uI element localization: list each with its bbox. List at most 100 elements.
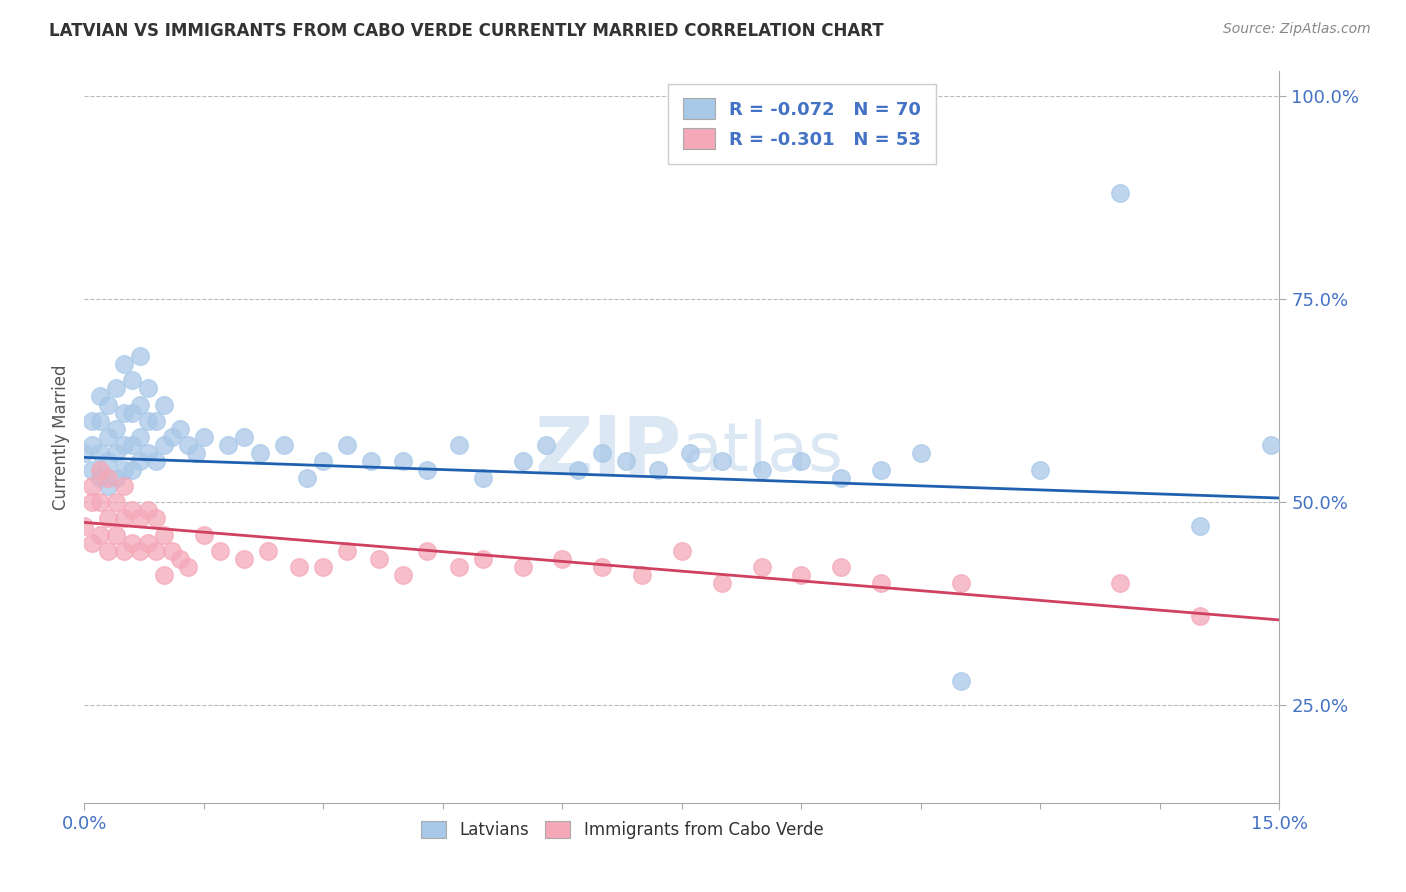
Point xyxy=(89,446,111,460)
Point xyxy=(591,446,613,460)
Point xyxy=(82,414,104,428)
Point xyxy=(89,462,111,476)
Point xyxy=(136,503,159,517)
Point xyxy=(567,462,589,476)
Point xyxy=(536,438,558,452)
Point xyxy=(232,430,254,444)
Point xyxy=(392,454,415,468)
Point xyxy=(73,519,96,533)
Point xyxy=(145,414,167,428)
Point xyxy=(160,544,183,558)
Legend: Latvians, Immigrants from Cabo Verde: Latvians, Immigrants from Cabo Verde xyxy=(415,814,830,846)
Point xyxy=(82,535,104,549)
Point xyxy=(153,398,176,412)
Point xyxy=(136,381,159,395)
Text: LATVIAN VS IMMIGRANTS FROM CABO VERDE CURRENTLY MARRIED CORRELATION CHART: LATVIAN VS IMMIGRANTS FROM CABO VERDE CU… xyxy=(49,22,884,40)
Point xyxy=(830,471,852,485)
Point xyxy=(121,503,143,517)
Point xyxy=(153,568,176,582)
Point xyxy=(97,454,120,468)
Point xyxy=(97,544,120,558)
Point xyxy=(1029,462,1052,476)
Point xyxy=(751,560,773,574)
Point xyxy=(647,462,669,476)
Point xyxy=(217,438,239,452)
Point xyxy=(121,462,143,476)
Point xyxy=(121,535,143,549)
Point xyxy=(169,552,191,566)
Point xyxy=(392,568,415,582)
Point xyxy=(129,430,152,444)
Point xyxy=(591,560,613,574)
Point xyxy=(710,454,733,468)
Point xyxy=(112,479,135,493)
Point xyxy=(447,560,470,574)
Point xyxy=(89,527,111,541)
Point xyxy=(830,560,852,574)
Point xyxy=(631,568,654,582)
Point xyxy=(112,357,135,371)
Point xyxy=(312,454,335,468)
Point xyxy=(121,406,143,420)
Point xyxy=(73,446,96,460)
Point xyxy=(1188,519,1211,533)
Point xyxy=(129,398,152,412)
Point xyxy=(97,471,120,485)
Point xyxy=(336,438,359,452)
Point xyxy=(679,446,702,460)
Point xyxy=(97,479,120,493)
Point xyxy=(671,544,693,558)
Point xyxy=(193,430,215,444)
Point xyxy=(312,560,335,574)
Point xyxy=(949,576,972,591)
Point xyxy=(710,576,733,591)
Text: Source: ZipAtlas.com: Source: ZipAtlas.com xyxy=(1223,22,1371,37)
Point xyxy=(1109,186,1132,201)
Point xyxy=(136,535,159,549)
Point xyxy=(288,560,311,574)
Point xyxy=(105,446,128,460)
Point xyxy=(112,544,135,558)
Point xyxy=(177,438,200,452)
Point xyxy=(177,560,200,574)
Point xyxy=(129,544,152,558)
Point xyxy=(129,454,152,468)
Point xyxy=(112,438,135,452)
Point xyxy=(136,446,159,460)
Point xyxy=(105,471,128,485)
Point xyxy=(870,462,893,476)
Point xyxy=(97,398,120,412)
Point xyxy=(97,511,120,525)
Point xyxy=(471,471,494,485)
Point xyxy=(97,430,120,444)
Y-axis label: Currently Married: Currently Married xyxy=(52,364,70,510)
Point xyxy=(145,544,167,558)
Point xyxy=(145,511,167,525)
Point xyxy=(614,454,637,468)
Point xyxy=(89,414,111,428)
Point xyxy=(447,438,470,452)
Point xyxy=(153,438,176,452)
Point xyxy=(82,495,104,509)
Point xyxy=(949,673,972,688)
Point xyxy=(751,462,773,476)
Point xyxy=(160,430,183,444)
Point xyxy=(256,544,278,558)
Point xyxy=(297,471,319,485)
Point xyxy=(112,462,135,476)
Point xyxy=(121,373,143,387)
Point xyxy=(82,438,104,452)
Point xyxy=(121,438,143,452)
Point xyxy=(105,495,128,509)
Point xyxy=(1260,438,1282,452)
Point xyxy=(89,495,111,509)
Point xyxy=(790,454,813,468)
Point xyxy=(368,552,391,566)
Text: atlas: atlas xyxy=(682,418,842,484)
Point xyxy=(790,568,813,582)
Point xyxy=(870,576,893,591)
Point xyxy=(145,454,167,468)
Point xyxy=(273,438,295,452)
Point xyxy=(249,446,271,460)
Point xyxy=(153,527,176,541)
